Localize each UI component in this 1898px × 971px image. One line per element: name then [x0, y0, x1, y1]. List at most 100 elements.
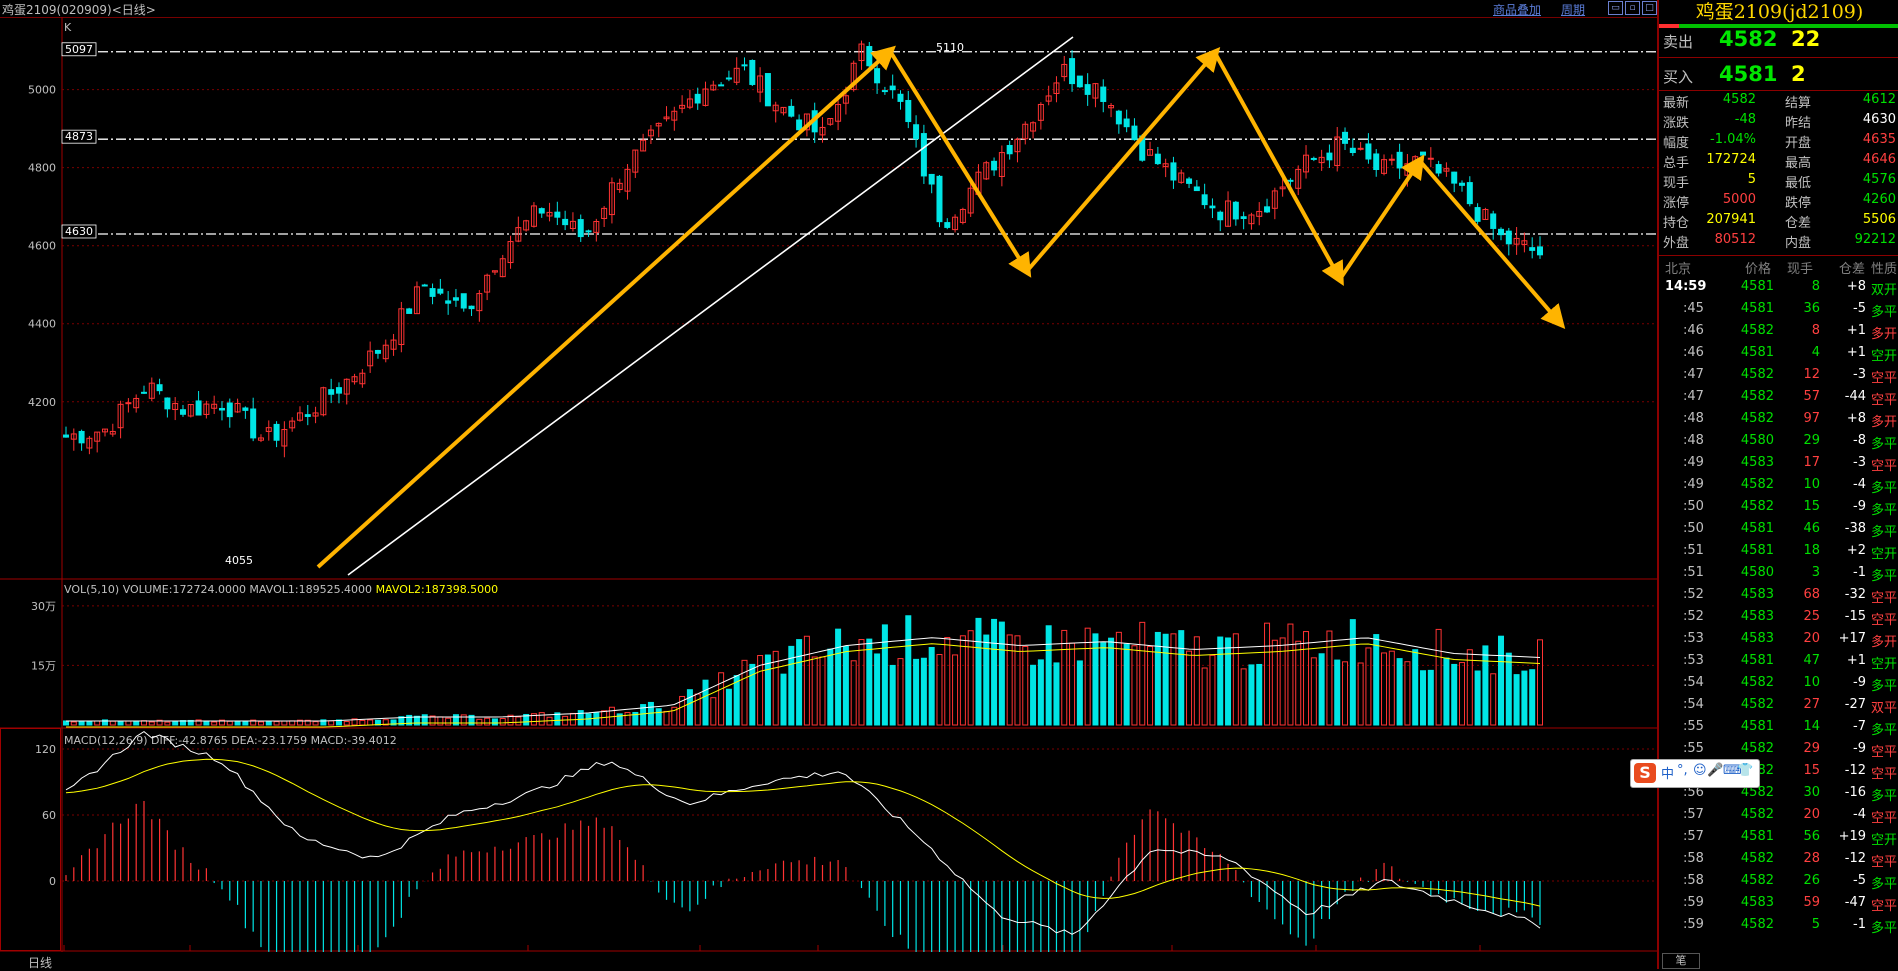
volume-bar	[967, 630, 974, 726]
tick-volume: 29	[1803, 433, 1820, 448]
candle-body	[616, 182, 623, 191]
volume-bar	[1310, 657, 1317, 726]
volume-bar	[1490, 673, 1497, 726]
candle-body	[218, 407, 225, 411]
maximize-icon[interactable]: □	[1642, 1, 1657, 15]
tick-time: :50	[1683, 521, 1704, 536]
volume-bar	[499, 718, 506, 726]
ime-emoji-icon[interactable]: ☺	[1693, 763, 1707, 778]
candle-body	[1529, 247, 1536, 251]
volume-bar	[1069, 642, 1076, 726]
volume-bar	[211, 721, 218, 726]
candle-body	[1092, 83, 1099, 99]
volume-bar	[398, 716, 405, 726]
volume-bar	[437, 716, 444, 726]
minimize-icon[interactable]: ▫	[1625, 1, 1640, 15]
chart-label: K	[64, 21, 72, 34]
tick-oi-change: -38	[1844, 521, 1866, 536]
candle-body	[257, 437, 264, 441]
tick-volume: 10	[1803, 477, 1820, 492]
tick-oi-change: -1	[1853, 917, 1866, 932]
volume-bar	[218, 719, 225, 726]
volume-bar	[710, 697, 717, 726]
high-annotation: 5110	[936, 41, 964, 54]
tick-nature: 空平	[1871, 613, 1898, 628]
candle-body	[1271, 190, 1278, 209]
stat-value: 4260	[1862, 192, 1896, 207]
period-link[interactable]: 周期	[1561, 3, 1586, 17]
volume-bar	[538, 712, 545, 726]
tick-oi-change: -4	[1853, 477, 1866, 492]
candle-body	[1232, 201, 1239, 220]
candle-body	[1466, 182, 1473, 205]
stat-label: 昨结	[1785, 116, 1812, 131]
tick-oi-change: +1	[1846, 323, 1866, 338]
stat-value: 4576	[1862, 172, 1896, 187]
volume-bar	[70, 721, 77, 726]
candle-body	[593, 220, 600, 233]
tick-nature: 空平	[1871, 393, 1898, 408]
ime-keyboard-icon[interactable]: ⌨	[1723, 763, 1742, 778]
volume-bar	[671, 706, 678, 726]
volume-bar	[1186, 650, 1193, 726]
candle-body	[679, 104, 686, 109]
ime-punct-icon[interactable]: °,	[1677, 763, 1688, 778]
candle-body	[1388, 158, 1395, 161]
candle-body	[351, 376, 358, 383]
tick-volume: 47	[1803, 653, 1820, 668]
volume-bar	[1232, 633, 1239, 726]
tick-oi-change: -7	[1853, 719, 1866, 734]
restore-icon[interactable]: ▭	[1608, 1, 1623, 15]
candle-body	[1217, 211, 1224, 221]
tick-oi-change: -9	[1853, 499, 1866, 514]
tick-row: :49 4583 17 -3 空平	[1659, 452, 1898, 474]
stat-label: 总手	[1663, 156, 1690, 171]
ask-label: 卖出	[1663, 33, 1694, 51]
overlay-commodity-link[interactable]: 商品叠加	[1493, 3, 1542, 17]
volume-bar	[1459, 662, 1466, 726]
stat-value: 92212	[1854, 232, 1896, 247]
candle-body	[296, 412, 303, 421]
candle-body	[788, 105, 795, 117]
sogou-logo-icon[interactable]: S	[1634, 763, 1656, 783]
tick-oi-change: +2	[1846, 543, 1866, 558]
candle-body	[117, 403, 124, 429]
candle-body	[164, 397, 171, 410]
candle-body	[499, 258, 506, 278]
candle-body	[203, 403, 210, 415]
volume-bar	[1537, 639, 1543, 726]
volume-bar	[702, 679, 709, 726]
tick-volume: 15	[1803, 499, 1820, 514]
period-label[interactable]: 日线	[28, 956, 53, 970]
tick-row: :47 4582 12 -3 空平	[1659, 364, 1898, 386]
price-tick-label: 4400	[28, 318, 56, 331]
candle-body	[289, 420, 296, 429]
trend-arrow	[1338, 154, 1425, 281]
volume-bar	[1498, 635, 1505, 726]
tick-oi-change: +8	[1846, 279, 1866, 294]
volume-bar	[445, 717, 452, 726]
candle-body	[1115, 110, 1122, 125]
ime-menu-icon[interactable]: 👕	[1737, 763, 1754, 778]
candle-body	[546, 211, 553, 217]
tick-oi-change: -27	[1844, 697, 1866, 712]
stat-row: 总手 172724 最高 4646	[1659, 152, 1898, 172]
ime-voice-icon[interactable]: 🎤	[1707, 763, 1724, 778]
volume-bar	[320, 719, 327, 726]
candle-body	[858, 43, 865, 62]
volume-bar	[1053, 662, 1060, 726]
ime-toolbar[interactable]: S 中 °, ☺ 🎤 ⌨ 👕	[1630, 759, 1760, 788]
stat-label: 仓差	[1785, 216, 1812, 231]
volume-bar	[1030, 664, 1037, 726]
tick-mode-button[interactable]: 笔	[1662, 953, 1700, 969]
candle-body	[1100, 86, 1107, 102]
volume-bar	[998, 621, 1005, 726]
window-title: 鸡蛋2109(020909)<日线>	[2, 3, 156, 17]
volume-bar	[1466, 649, 1473, 726]
ime-chinese-icon[interactable]: 中	[1661, 767, 1675, 782]
candle-body	[1295, 168, 1302, 189]
stat-value: 172724	[1706, 152, 1756, 167]
tick-time: :59	[1683, 917, 1704, 932]
tick-oi-change: -44	[1844, 389, 1866, 404]
kline-chart[interactable]: 5000 4800 4600 4400 4200 K 5097 4873 4630 5110 405…	[0, 17, 1657, 952]
